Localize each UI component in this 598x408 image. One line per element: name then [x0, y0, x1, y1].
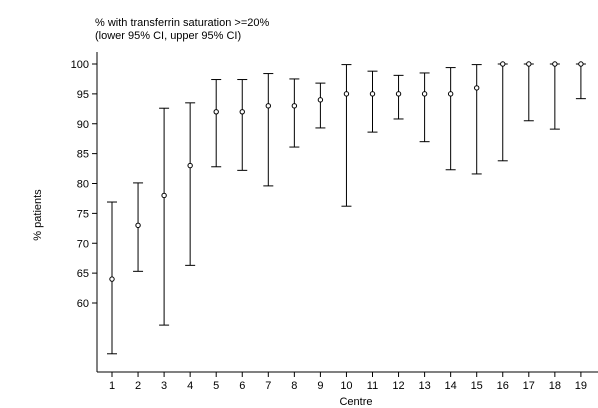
data-point	[109, 276, 115, 282]
data-point	[161, 192, 167, 199]
y-tick-label: 85	[77, 149, 89, 161]
x-tick-label: 12	[392, 380, 404, 392]
x-tick-label: 18	[549, 380, 561, 392]
error-bars	[107, 63, 586, 355]
x-tick-label: 14	[445, 380, 457, 392]
data-points	[109, 61, 584, 282]
data-point	[395, 91, 402, 97]
y-tick-label: 65	[77, 268, 89, 280]
data-point	[317, 97, 324, 103]
data-point	[343, 91, 350, 97]
x-tick-label: 4	[187, 380, 193, 392]
x-tick-label: 3	[161, 380, 167, 392]
data-point	[421, 91, 428, 97]
x-tick-label: 16	[497, 380, 509, 392]
x-tick-label: 15	[471, 380, 483, 392]
x-tick-label: 19	[575, 380, 587, 392]
x-tick-label: 9	[317, 380, 323, 392]
y-tick-label: 70	[77, 238, 89, 250]
data-point	[578, 61, 584, 67]
data-point	[187, 162, 193, 169]
y-tick-label: 95	[77, 89, 89, 101]
y-tick-label: 60	[77, 298, 89, 310]
data-point	[291, 103, 298, 109]
chart-subtitle: (lower 95% CI, upper 95% CI)	[95, 30, 242, 42]
data-point	[552, 61, 558, 67]
x-ticks: 1 2 3 4 5 6 7 8 9 10 11 12 13 14 15 16 17 18 19	[109, 372, 587, 392]
x-axis-label: Centre	[339, 396, 373, 408]
x-tick-label: 5	[213, 380, 219, 392]
y-tick-label: 80	[77, 179, 89, 191]
chart-title: % with transferrin saturation >=20%	[95, 17, 270, 29]
data-point	[369, 91, 376, 97]
data-point	[526, 61, 532, 67]
data-point	[239, 109, 245, 115]
x-tick-label: 8	[291, 380, 297, 392]
x-tick-label: 1	[109, 380, 115, 392]
data-point	[500, 61, 506, 67]
x-tick-label: 2	[135, 380, 141, 392]
y-tick-label: 100	[71, 59, 89, 71]
data-point	[135, 222, 141, 229]
data-point	[447, 91, 454, 97]
x-tick-label: 7	[265, 380, 271, 392]
y-tick-label: 75	[77, 208, 89, 220]
x-tick-label: 13	[418, 380, 430, 392]
x-tick-label: 17	[523, 380, 535, 392]
x-tick-label: 6	[239, 380, 245, 392]
x-tick-label: 10	[340, 380, 352, 392]
y-tick-label: 90	[77, 119, 89, 131]
data-point	[265, 103, 271, 109]
data-point	[474, 85, 480, 91]
data-point	[213, 109, 219, 115]
y-ticks: 60 65 70 75 80 85 90 95 100	[71, 59, 97, 310]
x-tick-label: 11	[367, 380, 378, 392]
